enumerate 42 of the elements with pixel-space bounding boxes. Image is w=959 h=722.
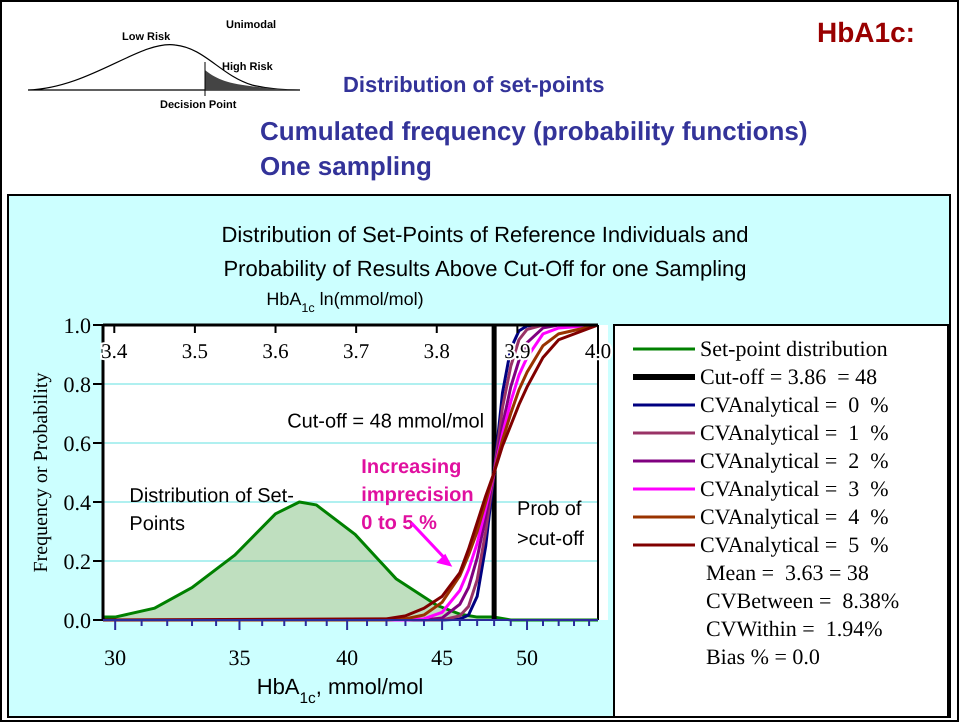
y-tick-label: 0.6 (64, 431, 91, 456)
legend-label: Set-point distribution (700, 336, 888, 361)
text: Cumulated frequency (probability functions) (260, 116, 808, 146)
y-tick-label: 0.2 (64, 549, 91, 574)
text: Mean = 3.63 = 38 (706, 560, 869, 585)
x-tick-label: 50 (516, 645, 538, 670)
annotation: Cut-off = 48 mmol/mol (287, 410, 484, 432)
text: CVWithin = 1.94% (706, 616, 883, 641)
text: Distribution of set-points (343, 72, 605, 97)
legend-label: CVAnalytical = 3 % (700, 476, 889, 501)
x2-tick-label: 3.7 (343, 339, 370, 363)
text: Decision Point (160, 99, 237, 111)
annotation: Distribution of Set- Points (129, 485, 294, 535)
y-tick-label: 0.4 (64, 490, 91, 515)
x2-axis-title: HbA$_{1c}$ ln(mmol/mol) (266, 289, 424, 315)
x2-tick-label: 3.8 (424, 339, 450, 363)
legend-label: CVAnalytical = 0 % (700, 392, 889, 417)
x-axis-title: HbA$_{1c}$, mmol/mol (256, 674, 424, 706)
text: HbA1c: (816, 17, 915, 48)
x2-tick-label: 3.6 (262, 339, 289, 363)
legend-label: CVAnalytical = 5 % (700, 532, 889, 557)
x-tick-label: 45 (431, 645, 454, 670)
y-tick-label: 0.0 (64, 608, 91, 633)
text: High Risk (222, 61, 274, 73)
text: One sampling (260, 151, 432, 181)
legend-label: Cut-off = 3.86 = 48 (700, 364, 878, 389)
y-tick-label: 0.8 (64, 372, 91, 397)
x-tick-label: 35 (228, 645, 250, 670)
legend-label: CVAnalytical = 1 % (700, 420, 889, 445)
legend-label: CVAnalytical = 2 % (700, 448, 889, 473)
legend-label: CVAnalytical = 4 % (700, 504, 889, 529)
x-tick-label: 40 (336, 645, 358, 670)
text: Low Risk (122, 31, 172, 43)
x-tick-label: 30 (104, 645, 126, 670)
x2-tick-label: 3.5 (182, 339, 208, 363)
text: Bias % = 0.0 (706, 644, 820, 669)
annotation: Prob of >cut-off (517, 498, 584, 550)
text: CVBetween = 8.38% (706, 588, 900, 613)
y-axis-title: Frequency or Probability (30, 372, 52, 572)
y-tick-label: 1.0 (64, 313, 91, 338)
chart-title: Distribution of Set-Points of Reference Individuals and Probability of Results Above Cut-Off for one Sampling (221, 222, 749, 281)
text: Unimodal (226, 19, 276, 31)
